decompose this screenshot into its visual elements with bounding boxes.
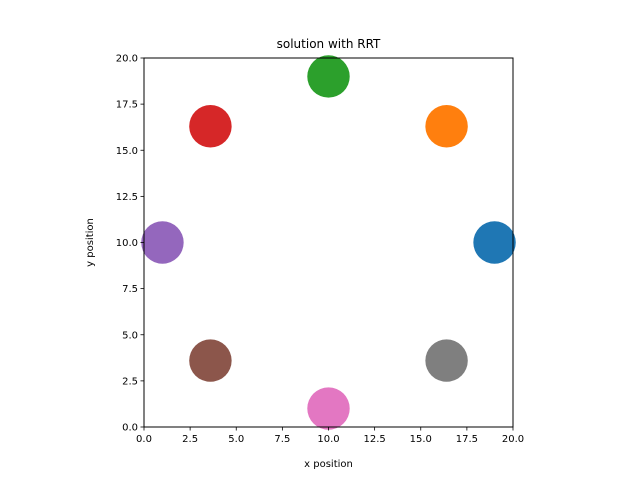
x-tick-label: 10.0 <box>317 434 339 445</box>
chart-title: solution with RRT <box>277 37 381 51</box>
y-tick-label: 7.5 <box>122 284 138 295</box>
y-tick-label: 2.5 <box>122 376 138 387</box>
x-tick-label: 20.0 <box>502 434 524 445</box>
x-tick-label: 12.5 <box>363 434 385 445</box>
y-tick-label: 0.0 <box>122 423 138 434</box>
data-point-4 <box>189 105 232 148</box>
data-point-7 <box>307 387 350 430</box>
data-point-5 <box>141 221 184 264</box>
y-axis-ticks: 0.0 2.5 5.0 7.5 10.0 12.5 15.0 17.5 20.0 <box>116 54 144 434</box>
x-tick-label: 0.0 <box>136 434 152 445</box>
y-axis-label: y position <box>85 218 96 267</box>
points-layer <box>141 55 516 430</box>
data-point-1 <box>473 221 516 264</box>
x-axis-label: x position <box>304 459 353 470</box>
data-point-3 <box>307 55 350 98</box>
x-tick-label: 5.0 <box>228 434 244 445</box>
x-tick-label: 2.5 <box>182 434 198 445</box>
x-axis-ticks: 0.0 2.5 5.0 7.5 10.0 12.5 15.0 17.5 20.0 <box>136 427 524 445</box>
y-tick-label: 12.5 <box>116 192 138 203</box>
y-tick-label: 15.0 <box>116 146 138 157</box>
data-point-2 <box>425 105 468 148</box>
data-point-8 <box>425 339 468 382</box>
x-tick-label: 7.5 <box>274 434 290 445</box>
x-tick-label: 15.0 <box>410 434 432 445</box>
data-point-6 <box>189 339 232 382</box>
y-tick-label: 17.5 <box>116 100 138 111</box>
y-tick-label: 20.0 <box>116 54 138 65</box>
y-tick-label: 5.0 <box>122 330 138 341</box>
x-tick-label: 17.5 <box>456 434 478 445</box>
y-tick-label: 10.0 <box>116 238 138 249</box>
